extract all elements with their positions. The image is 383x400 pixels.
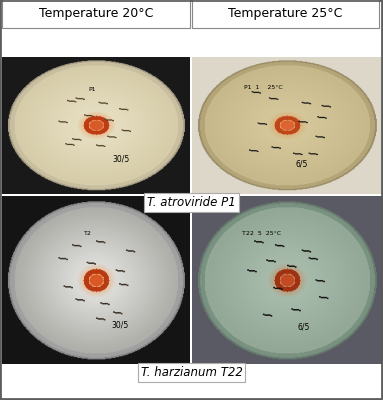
Text: P1  1    25°C: P1 1 25°C [244,85,282,90]
Text: 30/5: 30/5 [111,321,128,330]
Text: T22  5  25°C: T22 5 25°C [242,232,281,236]
Text: Temperature 20°C: Temperature 20°C [39,7,153,20]
Text: Temperature 25°C: Temperature 25°C [228,7,342,20]
Text: 6/5: 6/5 [296,159,308,168]
Text: T. harzianum T22: T. harzianum T22 [141,366,242,379]
Text: T. atroviride P1: T. atroviride P1 [147,196,236,209]
Text: 30/5: 30/5 [113,155,130,164]
Text: P1: P1 [88,86,96,92]
Text: 6/5: 6/5 [298,322,310,331]
Text: T2: T2 [84,232,92,236]
